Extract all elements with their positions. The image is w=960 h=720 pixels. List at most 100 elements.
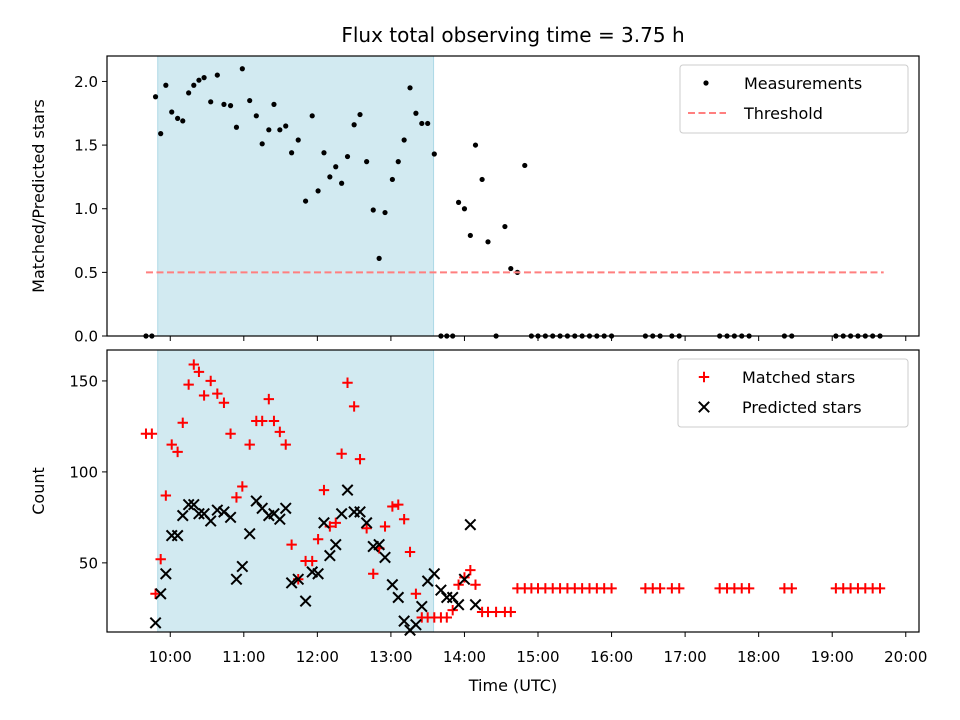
measurements-point — [221, 101, 227, 107]
measurements-point — [247, 97, 253, 104]
measurements-point — [472, 142, 479, 148]
predicted-stars-point — [154, 587, 167, 600]
x-tick-label: 19:00 — [811, 648, 854, 666]
measurements-point — [315, 188, 321, 194]
matched-stars-point — [361, 523, 372, 534]
axes-frame — [106, 349, 920, 633]
matched-stars-point — [193, 366, 205, 378]
measurements-point — [461, 206, 468, 212]
measurements-point — [158, 131, 164, 137]
measurements-point — [186, 90, 192, 96]
matched-stars-point — [330, 517, 341, 529]
matched-stars-point — [348, 401, 360, 412]
matched-stars-point — [198, 390, 210, 401]
matched-stars-point — [786, 583, 797, 594]
measurements-point — [364, 159, 370, 165]
measurements-point — [382, 209, 388, 216]
predicted-stars-point — [392, 591, 405, 604]
legend-label: Measurements — [744, 74, 862, 93]
matched-stars-point — [218, 397, 230, 408]
matched-stars-point — [263, 393, 275, 405]
measurements-point — [271, 101, 277, 107]
predicted-stars-point — [176, 509, 189, 522]
measurements-point — [467, 232, 473, 239]
matched-stars-point — [177, 417, 188, 428]
chart-title: Flux total observing time = 3.75 h — [341, 23, 684, 47]
legend: Matched stars Predicted stars — [677, 358, 909, 428]
measurements-point — [339, 180, 345, 186]
x-tick-label: 10:00 — [149, 648, 192, 666]
measurements-point — [266, 127, 272, 133]
measurements-point — [283, 123, 289, 129]
predicted-stars-point — [323, 549, 336, 562]
x-tick-label: 11:00 — [222, 648, 265, 666]
measurements-point — [302, 198, 309, 204]
matched-stars-point — [183, 379, 194, 390]
measurements-point — [431, 151, 437, 157]
measurements-point — [191, 82, 197, 88]
y-tick-label: 1.5 — [74, 137, 98, 155]
measurements-point — [522, 162, 528, 169]
measurements-point — [370, 207, 376, 213]
matched-stars-point — [172, 446, 183, 458]
observing-window-shade — [157, 55, 435, 337]
measurements-point — [169, 109, 175, 115]
y-tick-label: 1.0 — [74, 200, 98, 218]
matched-stars-point — [410, 588, 422, 599]
predicted-stars-point — [182, 498, 195, 511]
predicted-stars-point — [159, 567, 172, 580]
observing-window-shade — [157, 349, 435, 633]
y-axis-label: Count — [29, 467, 48, 515]
matched-stars-point — [368, 568, 379, 579]
measurements-point — [479, 176, 485, 183]
predicted-stars-point — [386, 578, 399, 591]
x-axis-label: Time (UTC) — [468, 676, 557, 695]
x-tick-label: 17:00 — [663, 648, 706, 666]
predicted-stars-point — [341, 484, 354, 496]
measurements-point — [413, 110, 419, 116]
matched-stars-point — [274, 426, 286, 438]
measurements-point — [425, 120, 431, 127]
predicted-stars-point — [464, 518, 477, 531]
legend-marker — [698, 401, 710, 413]
matched-stars-point — [312, 534, 324, 545]
legend-box — [679, 64, 909, 134]
matched-stars-point — [188, 359, 199, 370]
matched-stars-point — [453, 579, 464, 590]
matched-stars-point — [155, 554, 166, 565]
predicted-stars-point — [171, 529, 184, 542]
measurements-point — [180, 118, 186, 124]
predicted-stars-point — [379, 551, 391, 564]
matched-stars-point — [225, 428, 236, 439]
matched-stars-point — [244, 439, 255, 450]
matched-stars-point — [354, 453, 366, 465]
matched-stars-point — [465, 564, 476, 576]
predicted-stars-point — [452, 598, 465, 611]
measurements-point — [333, 164, 339, 170]
measurements-point — [277, 127, 283, 133]
matched-stars-point — [505, 606, 516, 618]
measurements-point — [407, 85, 413, 91]
matched-stars-point — [398, 514, 410, 525]
matched-stars-point — [237, 481, 248, 492]
y-tick-label: 2.0 — [74, 73, 98, 91]
measurements-point — [253, 113, 259, 119]
legend-marker — [698, 371, 710, 383]
matched-stars-point — [379, 521, 391, 532]
matched-stars-point — [231, 492, 242, 503]
predicted-stars-point — [187, 498, 200, 511]
measurements-point — [196, 77, 202, 83]
matched-stars-point — [743, 583, 755, 594]
matched-stars-point — [459, 572, 470, 583]
measurements-point — [152, 94, 159, 100]
measurements-point — [259, 141, 265, 147]
x-tick-label: 14:00 — [443, 648, 486, 666]
matched-stars-point — [654, 583, 666, 594]
legend-label: Predicted stars — [742, 398, 862, 417]
x-tick-label: 13:00 — [369, 648, 412, 666]
x-tick-label: 15:00 — [516, 648, 559, 666]
y-tick-label: 100 — [69, 463, 98, 481]
axes-frame — [106, 55, 920, 337]
measurements-point — [344, 153, 351, 160]
